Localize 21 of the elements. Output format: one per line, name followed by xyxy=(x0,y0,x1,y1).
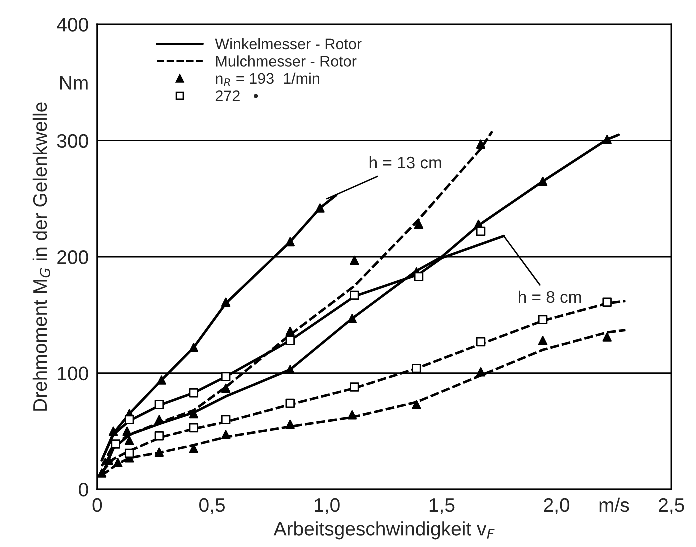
x-tick-label: 1,0 xyxy=(315,498,340,514)
legend-label: n$_{R}$ = 193 1/min xyxy=(216,72,320,86)
x-tick-label: 0,5 xyxy=(200,498,225,514)
y-tick-label: 0 xyxy=(79,483,88,497)
x-tick-label: 1,5 xyxy=(430,498,455,514)
x-tick-label: 2,0 xyxy=(544,498,570,514)
y-tick-label: Nm xyxy=(60,76,88,90)
legend-label: Winkelmesser - Rotor xyxy=(215,38,362,50)
annotation: h = 13 cm xyxy=(370,156,442,169)
y-tick-label: 200 xyxy=(58,250,88,264)
y-tick-label: 300 xyxy=(57,134,88,148)
y-tick-label: 100 xyxy=(58,366,88,381)
x-tick-label: m/s xyxy=(600,498,630,512)
x-tick-label: 0 xyxy=(92,498,102,512)
legend-label: 272 • xyxy=(216,90,258,102)
y-tick-label: 400 xyxy=(57,18,88,32)
annotation: h = 8 cm xyxy=(519,290,582,304)
y-axis-title: Drehmoment M$_{G}$ in der Gelenkwelle xyxy=(32,102,50,411)
x-tick-label: 2,5 xyxy=(659,498,684,514)
x-axis-title: Arbeitsgeschwindigkeit v$_{F}$ xyxy=(274,522,495,540)
legend-label: Mulchmesser - Rotor xyxy=(216,56,357,67)
